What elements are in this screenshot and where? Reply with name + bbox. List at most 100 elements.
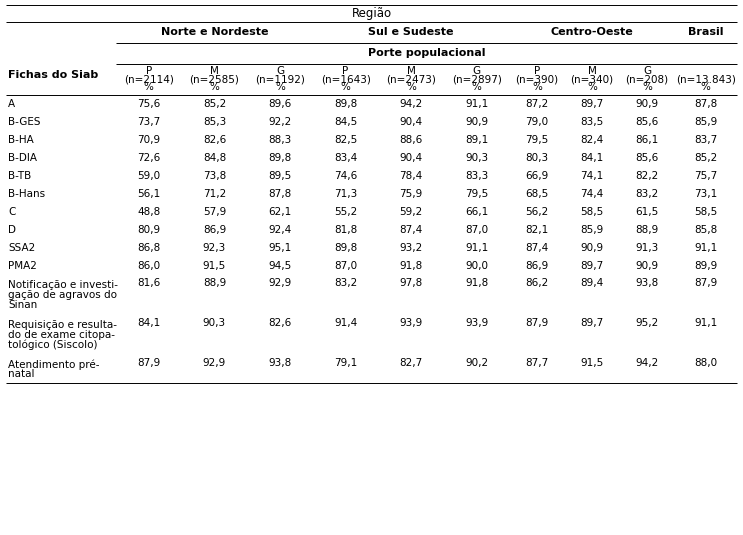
Text: 89,1: 89,1 [465,135,488,145]
Text: 70,9: 70,9 [137,135,160,145]
Text: (n=2585): (n=2585) [189,74,239,84]
Text: 71,3: 71,3 [334,189,357,199]
Text: 84,8: 84,8 [203,153,226,163]
Text: 89,8: 89,8 [334,243,357,253]
Text: 71,2: 71,2 [203,189,226,199]
Text: 48,8: 48,8 [137,207,160,217]
Text: 92,9: 92,9 [203,358,226,368]
Text: 82,1: 82,1 [525,225,548,235]
Text: (n=2114): (n=2114) [124,74,174,84]
Text: 58,5: 58,5 [580,207,603,217]
Text: Fichas do Siab: Fichas do Siab [8,71,98,80]
Text: 88,0: 88,0 [694,358,717,368]
Text: (n=13.843): (n=13.843) [676,74,736,84]
Text: 91,1: 91,1 [694,243,718,253]
Text: 90,2: 90,2 [465,358,488,368]
Text: 85,2: 85,2 [694,153,718,163]
Text: %: % [144,82,154,92]
Text: 93,8: 93,8 [268,358,291,368]
Text: 92,4: 92,4 [268,225,291,235]
Text: 55,2: 55,2 [334,207,357,217]
Text: %: % [587,82,597,92]
Text: 91,5: 91,5 [203,261,226,271]
Text: 87,8: 87,8 [694,99,718,109]
Text: 85,3: 85,3 [203,117,226,127]
Text: (n=2473): (n=2473) [386,74,436,84]
Text: 86,0: 86,0 [137,261,160,271]
Text: 90,3: 90,3 [203,318,226,328]
Text: 87,4: 87,4 [400,225,423,235]
Text: 68,5: 68,5 [525,189,548,199]
Text: Notificação e investi-: Notificação e investi- [8,280,118,291]
Text: 82,4: 82,4 [580,135,603,145]
Text: (n=340): (n=340) [571,74,614,84]
Text: 90,3: 90,3 [465,153,488,163]
Text: 87,2: 87,2 [525,99,548,109]
Text: 75,7: 75,7 [694,171,718,181]
Text: 93,2: 93,2 [400,243,423,253]
Text: 93,9: 93,9 [400,318,423,328]
Text: 91,8: 91,8 [400,261,423,271]
Text: 86,9: 86,9 [525,261,548,271]
Text: 73,7: 73,7 [137,117,160,127]
Text: 89,7: 89,7 [580,261,603,271]
Text: 87,4: 87,4 [525,243,548,253]
Text: B-GES: B-GES [8,117,41,127]
Text: 89,7: 89,7 [580,99,603,109]
Text: 88,6: 88,6 [400,135,423,145]
Text: P: P [534,66,540,76]
Text: %: % [472,82,481,92]
Text: 73,1: 73,1 [694,189,718,199]
Text: 89,8: 89,8 [334,99,357,109]
Text: 87,0: 87,0 [334,261,357,271]
Text: 72,6: 72,6 [137,153,160,163]
Text: 79,5: 79,5 [465,189,488,199]
Text: B-TB: B-TB [8,171,31,181]
Text: %: % [701,82,711,92]
Text: 92,3: 92,3 [203,243,226,253]
Text: (n=2897): (n=2897) [452,74,502,84]
Text: P: P [343,66,348,76]
Text: 93,9: 93,9 [465,318,488,328]
Text: D: D [8,225,16,235]
Text: 89,5: 89,5 [268,171,291,181]
Text: 90,9: 90,9 [635,99,658,109]
Text: SSA2: SSA2 [8,243,35,253]
Text: 90,0: 90,0 [465,261,488,271]
Text: 91,1: 91,1 [465,243,488,253]
Text: 85,2: 85,2 [203,99,226,109]
Text: %: % [210,82,219,92]
Text: 91,1: 91,1 [465,99,488,109]
Text: 94,5: 94,5 [268,261,291,271]
Text: tológico (Siscolo): tológico (Siscolo) [8,339,97,350]
Text: 94,2: 94,2 [400,99,423,109]
Text: G: G [473,66,481,76]
Text: 73,8: 73,8 [203,171,226,181]
Text: Sul e Sudeste: Sul e Sudeste [369,27,454,37]
Text: 90,4: 90,4 [400,117,423,127]
Text: 91,1: 91,1 [694,318,718,328]
Text: 56,2: 56,2 [525,207,548,217]
Text: 66,9: 66,9 [525,171,548,181]
Text: 95,2: 95,2 [635,318,658,328]
Text: B-DIA: B-DIA [8,153,37,163]
Text: 95,1: 95,1 [268,243,291,253]
Text: 87,7: 87,7 [525,358,548,368]
Text: 92,9: 92,9 [268,278,291,288]
Text: 83,3: 83,3 [465,171,488,181]
Text: 74,4: 74,4 [580,189,603,199]
Text: natal: natal [8,369,34,379]
Text: G: G [276,66,284,76]
Text: 89,9: 89,9 [694,261,718,271]
Text: %: % [406,82,416,92]
Text: 61,5: 61,5 [635,207,658,217]
Text: 75,6: 75,6 [137,99,160,109]
Text: 58,5: 58,5 [694,207,718,217]
Text: Atendimento pré-: Atendimento pré- [8,359,100,370]
Text: PMA2: PMA2 [8,261,37,271]
Text: 82,7: 82,7 [400,358,423,368]
Text: 83,2: 83,2 [635,189,658,199]
Text: 81,6: 81,6 [137,278,160,288]
Text: 89,4: 89,4 [580,278,603,288]
Text: 89,8: 89,8 [268,153,291,163]
